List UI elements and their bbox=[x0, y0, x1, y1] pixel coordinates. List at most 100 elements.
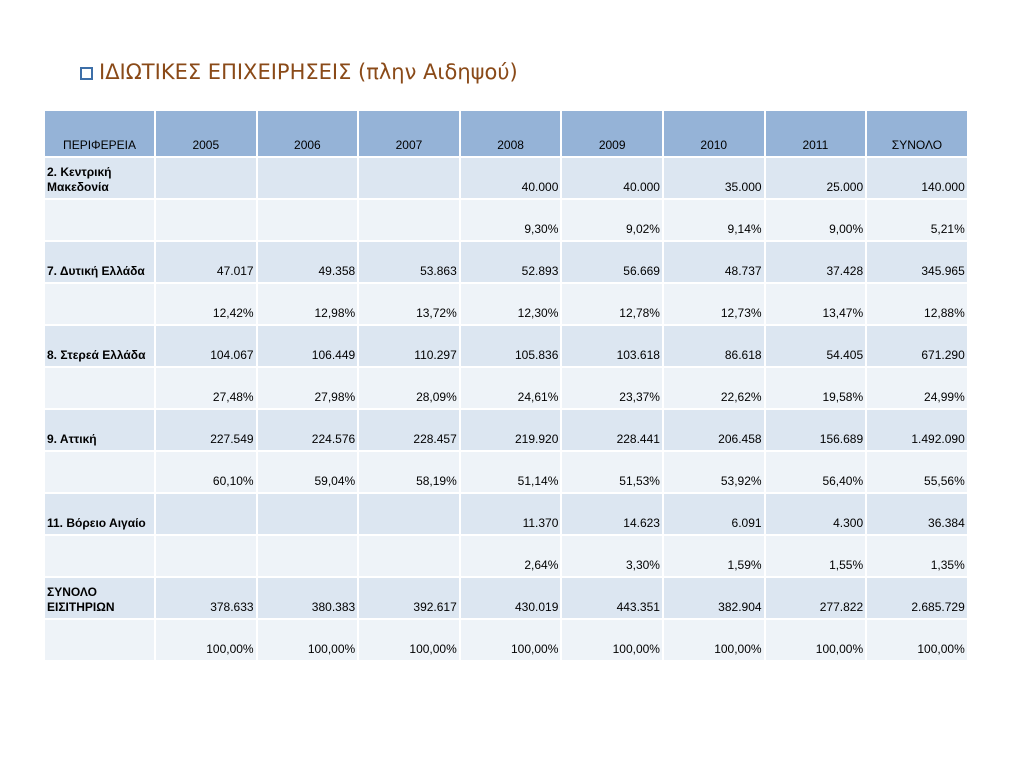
data-table-container: ΠΕΡΙΦΕΡΕΙΑ 2005 2006 2007 2008 2009 2010 2011 ΣΥ… bbox=[43, 109, 969, 662]
table-cell: 27,98% bbox=[255, 366, 360, 410]
table-cell: 2.685.729 bbox=[865, 576, 969, 620]
table-cell: 86.618 bbox=[661, 324, 766, 368]
table-cell bbox=[357, 156, 461, 200]
table-cell: 22,62% bbox=[661, 366, 766, 410]
table-cell: 443.351 bbox=[560, 576, 664, 620]
table-cell: 58,19% bbox=[357, 450, 461, 494]
table-row-percentages: 100,00% 100,00% 100,00% 100,00% 100,00% 100,0… bbox=[43, 618, 969, 662]
column-header: 2006 bbox=[255, 109, 360, 158]
table-cell: 4.300 bbox=[763, 492, 868, 536]
region-cell bbox=[43, 282, 156, 326]
slide-title: ΙΔΙΩΤΙΚΕΣ ΕΠΙΧΕΙΡΗΣΕΙΣ (πλην Αιδηψού) bbox=[80, 60, 518, 84]
table-cell: 25.000 bbox=[763, 156, 868, 200]
table-row-percentages: 12,42% 12,98% 13,72% 12,30% 12,78% 12,73% 13,4… bbox=[43, 282, 969, 326]
table-cell: 140.000 bbox=[865, 156, 969, 200]
table-cell: 1,55% bbox=[763, 534, 868, 578]
table-cell: 110.297 bbox=[357, 324, 461, 368]
table-row-values: 11. Βόρειο Αιγαίο 11.370 14.623 6.091 4.300 3… bbox=[43, 492, 969, 536]
table-row-percentages: 9,30% 9,02% 9,14% 9,00% 5,21% bbox=[43, 198, 969, 242]
table-cell: 100,00% bbox=[458, 618, 563, 662]
region-cell: 9. Αττική bbox=[43, 408, 156, 452]
table-cell: 12,88% bbox=[865, 282, 969, 326]
table-cell: 35.000 bbox=[661, 156, 766, 200]
table-row-values: 9. Αττική 227.549 224.576 228.457 219.920 228… bbox=[43, 408, 969, 452]
table-cell: 53.863 bbox=[357, 240, 461, 284]
table-cell: 100,00% bbox=[560, 618, 664, 662]
table-cell: 228.441 bbox=[560, 408, 664, 452]
table-cell: 37.428 bbox=[763, 240, 868, 284]
table-row-percentages: 2,64% 3,30% 1,59% 1,55% 1,35% bbox=[43, 534, 969, 578]
table-cell: 1,59% bbox=[661, 534, 766, 578]
table-cell: 5,21% bbox=[865, 198, 969, 242]
table-row-values: 2. Κεντρική Μακεδονία 40.000 40.000 35.000 2… bbox=[43, 156, 969, 200]
region-cell bbox=[43, 450, 156, 494]
table-cell: 2,64% bbox=[458, 534, 563, 578]
table-cell bbox=[357, 534, 461, 578]
region-cell: 2. Κεντρική Μακεδονία bbox=[43, 156, 156, 200]
table-cell: 206.458 bbox=[661, 408, 766, 452]
table-cell: 12,98% bbox=[255, 282, 360, 326]
region-cell: 11. Βόρειο Αιγαίο bbox=[43, 492, 156, 536]
table-row-percentages: 27,48% 27,98% 28,09% 24,61% 23,37% 22,62% 19,5… bbox=[43, 366, 969, 410]
table-cell: 100,00% bbox=[154, 618, 258, 662]
table-cell: 56,40% bbox=[763, 450, 868, 494]
table-cell: 12,73% bbox=[661, 282, 766, 326]
table-cell: 9,00% bbox=[763, 198, 868, 242]
table-cell: 51,53% bbox=[560, 450, 664, 494]
table-cell: 59,04% bbox=[255, 450, 360, 494]
table-cell: 12,78% bbox=[560, 282, 664, 326]
table-cell: 11.370 bbox=[458, 492, 563, 536]
table-row-values: ΣΥΝΟΛΟ ΕΙΣΙΤΗΡΙΩΝ 378.633 380.383 392.617 43… bbox=[43, 576, 969, 620]
table-cell bbox=[357, 492, 461, 536]
table-cell bbox=[154, 198, 258, 242]
table-cell: 100,00% bbox=[865, 618, 969, 662]
table-header-row: ΠΕΡΙΦΕΡΕΙΑ 2005 2006 2007 2008 2009 2010 2011 ΣΥ… bbox=[43, 109, 969, 158]
table-row-percentages: 60,10% 59,04% 58,19% 51,14% 51,53% 53,92% 56,4… bbox=[43, 450, 969, 494]
table-cell: 100,00% bbox=[763, 618, 868, 662]
table-cell: 219.920 bbox=[458, 408, 563, 452]
table-cell: 27,48% bbox=[154, 366, 258, 410]
table-cell: 380.383 bbox=[255, 576, 360, 620]
table-cell: 9,14% bbox=[661, 198, 766, 242]
table-cell: 378.633 bbox=[154, 576, 258, 620]
table-cell: 100,00% bbox=[357, 618, 461, 662]
table-cell: 19,58% bbox=[763, 366, 868, 410]
table-cell: 24,61% bbox=[458, 366, 563, 410]
table-cell: 3,30% bbox=[560, 534, 664, 578]
column-header: 2011 bbox=[763, 109, 868, 158]
table-body: 2. Κεντρική Μακεδονία 40.000 40.000 35.000 2… bbox=[43, 156, 969, 662]
table-cell: 53,92% bbox=[661, 450, 766, 494]
table-cell bbox=[255, 534, 360, 578]
column-header: 2005 bbox=[154, 109, 258, 158]
region-cell: ΣΥΝΟΛΟ ΕΙΣΙΤΗΡΙΩΝ bbox=[43, 576, 156, 620]
table-cell: 345.965 bbox=[865, 240, 969, 284]
table-cell: 12,42% bbox=[154, 282, 258, 326]
table-cell: 104.067 bbox=[154, 324, 258, 368]
table-cell: 9,02% bbox=[560, 198, 664, 242]
table-cell: 56.669 bbox=[560, 240, 664, 284]
slide-title-text: ΙΔΙΩΤΙΚΕΣ ΕΠΙΧΕΙΡΗΣΕΙΣ (πλην Αιδηψού) bbox=[99, 60, 518, 84]
table-cell: 40.000 bbox=[560, 156, 664, 200]
table-cell: 382.904 bbox=[661, 576, 766, 620]
column-header-region: ΠΕΡΙΦΕΡΕΙΑ bbox=[43, 109, 156, 158]
column-header: 2010 bbox=[661, 109, 766, 158]
table-cell bbox=[357, 198, 461, 242]
table-cell: 671.290 bbox=[865, 324, 969, 368]
column-header: 2009 bbox=[560, 109, 664, 158]
table-cell: 1.492.090 bbox=[865, 408, 969, 452]
region-cell: 8. Στερεά Ελλάδα bbox=[43, 324, 156, 368]
table-cell: 9,30% bbox=[458, 198, 563, 242]
table-cell: 24,99% bbox=[865, 366, 969, 410]
region-cell bbox=[43, 534, 156, 578]
region-cell: 7. Δυτική Ελλάδα bbox=[43, 240, 156, 284]
table-cell: 48.737 bbox=[661, 240, 766, 284]
table-cell: 36.384 bbox=[865, 492, 969, 536]
table-cell: 224.576 bbox=[255, 408, 360, 452]
table-cell: 100,00% bbox=[661, 618, 766, 662]
table-cell: 228.457 bbox=[357, 408, 461, 452]
table-cell bbox=[255, 492, 360, 536]
column-header: ΣΥΝΟΛΟ bbox=[865, 109, 969, 158]
table-cell: 277.822 bbox=[763, 576, 868, 620]
table-cell: 106.449 bbox=[255, 324, 360, 368]
table-cell: 14.623 bbox=[560, 492, 664, 536]
